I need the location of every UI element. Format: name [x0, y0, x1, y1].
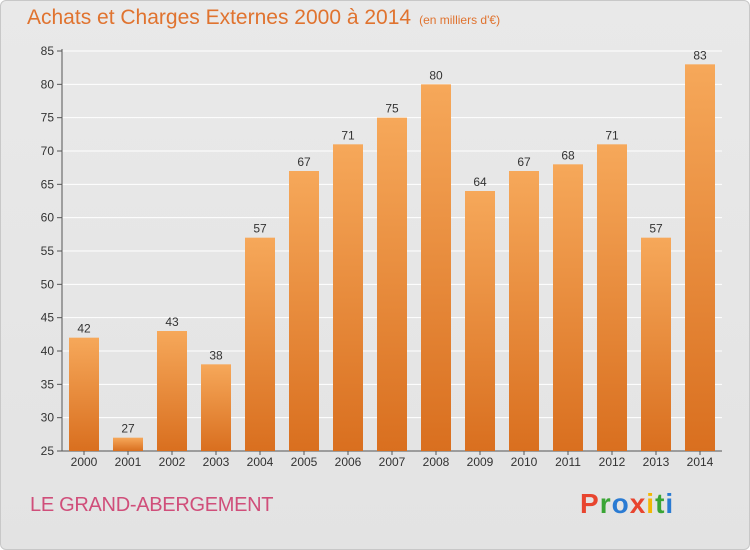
y-tick-label: 40 [41, 344, 55, 358]
x-tick-label-2014: 2014 [687, 455, 714, 469]
data-label-2003: 38 [209, 348, 223, 362]
x-tick-label-2010: 2010 [511, 455, 538, 469]
bar-2004 [245, 237, 275, 451]
logo-letter: o [611, 488, 630, 519]
x-tick-label-2011: 2011 [555, 455, 581, 469]
y-tick-label: 45 [41, 311, 55, 325]
x-tick-label-2009: 2009 [467, 455, 494, 469]
data-label-2004: 57 [253, 222, 267, 236]
data-label-2009: 64 [473, 175, 487, 189]
y-tick-label: 35 [41, 377, 55, 391]
logo-letter: r [599, 488, 612, 519]
bar-2007 [377, 117, 407, 452]
bar-2011 [553, 164, 583, 452]
data-label-2011: 68 [561, 148, 575, 162]
y-tick-label: 30 [41, 411, 55, 425]
logo-letter: i [646, 488, 656, 519]
bar-2012 [597, 144, 627, 452]
data-label-2002: 43 [165, 315, 179, 329]
data-label-2014: 83 [693, 48, 707, 62]
data-label-2006: 71 [341, 128, 355, 142]
x-tick-label-2008: 2008 [423, 455, 450, 469]
chart-title-text: Achats et Charges Externes 2000 à 2014 [27, 6, 412, 29]
logo-letter: i [665, 488, 675, 519]
data-label-2013: 57 [649, 222, 663, 236]
data-label-2012: 71 [605, 128, 619, 142]
x-tick-label-2005: 2005 [291, 455, 318, 469]
bar-2008 [421, 84, 451, 451]
x-tick-label-2000: 2000 [71, 455, 98, 469]
chart-title: Achats et Charges Externes 2000 à 2014 (e… [27, 6, 500, 30]
y-tick-label: 85 [41, 44, 55, 58]
data-label-2000: 42 [77, 322, 91, 336]
x-tick-label-2013: 2013 [643, 455, 670, 469]
logo-letter: t [655, 488, 666, 519]
data-label-2007: 75 [385, 102, 399, 116]
x-tick-label-2006: 2006 [335, 455, 362, 469]
bar-2014 [685, 64, 715, 451]
y-tick-label: 25 [41, 444, 55, 458]
bar-2001 [113, 437, 143, 451]
x-tick-label-2007: 2007 [379, 455, 406, 469]
data-label-2001: 27 [121, 422, 135, 436]
y-tick-label: 70 [41, 144, 55, 158]
proxiti-logo: Proxiti [580, 488, 674, 520]
logo-letter: x [629, 488, 647, 519]
bar-2000 [69, 337, 99, 451]
data-label-2008: 80 [429, 68, 443, 82]
logo-letter: P [580, 488, 600, 519]
data-label-2005: 67 [297, 155, 311, 169]
chart-unit: (en milliers d'€) [419, 13, 501, 27]
x-tick-label-2012: 2012 [599, 455, 626, 469]
y-tick-label: 60 [41, 211, 55, 225]
x-tick-label-2001: 2001 [115, 455, 142, 469]
labels: 42 2000 27 2001 43 2002 38 2003 57 2004 67 2005 71 20… [71, 48, 714, 469]
x-tick-label-2003: 2003 [203, 455, 230, 469]
bar-2002 [157, 331, 187, 451]
bar-2006 [333, 144, 363, 452]
y-tick-label: 50 [41, 277, 55, 291]
data-label-2010: 67 [517, 155, 531, 169]
y-tick-label: 75 [41, 111, 55, 125]
y-tick-label: 65 [41, 177, 55, 191]
bars [69, 64, 715, 452]
x-tick-label-2004: 2004 [247, 455, 274, 469]
bar-2005 [289, 171, 319, 451]
y-tick-label: 80 [41, 77, 55, 91]
bar-2010 [509, 171, 539, 451]
y-tick-label: 55 [41, 244, 55, 258]
commune-name: LE GRAND-ABERGEMENT [30, 494, 274, 516]
x-tick-label-2002: 2002 [159, 455, 186, 469]
bar-2009 [465, 191, 495, 451]
bar-2013 [641, 237, 671, 451]
bar-2003 [201, 364, 231, 451]
